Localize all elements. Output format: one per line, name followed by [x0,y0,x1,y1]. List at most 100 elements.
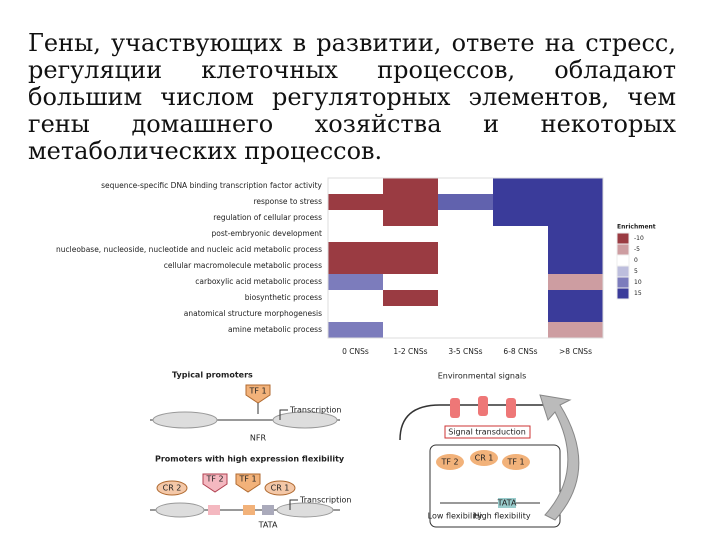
legend-swatch [616,276,630,289]
signal-diagram: Environmental signals Signal transductio… [399,372,580,528]
cell [328,274,383,290]
cell [328,226,383,242]
cell [493,274,548,290]
cell [548,306,603,322]
receptor [478,396,488,416]
cell [548,210,603,226]
legend-label: -10 [634,235,644,242]
cell [493,306,548,322]
site [243,505,255,515]
cell [383,194,438,210]
cell [438,322,493,338]
cell [328,242,383,258]
legend-swatch [616,287,630,300]
heatmap: sequence-specific DNA binding transcript… [56,177,656,356]
label: TF 1 [506,458,524,467]
nucleus [429,444,561,528]
cell [493,242,548,258]
tf [235,473,261,493]
row-label: response to stress [253,197,322,206]
cell [548,322,603,338]
cell [438,258,493,274]
cell [438,274,493,290]
label: Transcription [289,406,341,415]
label: Low flexibility [428,512,483,521]
tf [502,454,530,470]
label: TF 1 [248,387,266,396]
arrow [289,499,298,510]
legend-title: Enrichment [617,224,656,231]
promoter-diagram: Typical promoters TF 1 Transcription NFR… [150,371,351,530]
legend-label: 10 [634,279,642,286]
row-label: carboxylic acid metabolic process [195,277,322,286]
cell [383,242,438,258]
cell [328,210,383,226]
cell [383,226,438,242]
cell [328,194,383,210]
label: TF 2 [440,458,458,467]
arrow [279,409,288,420]
cell [438,178,493,194]
legend-swatch [616,232,630,245]
membrane [399,404,560,441]
row-label: regulation of cellular process [213,213,322,222]
cell [383,178,438,194]
label: Typical promoters [172,371,253,380]
cell [328,258,383,274]
cell [493,194,548,210]
row-label: cellular macromolecule metabolic process [164,261,322,270]
legend-swatch [616,254,630,267]
site [262,505,274,515]
legend-label: -5 [634,246,640,253]
site [498,498,516,508]
cell [438,194,493,210]
cell [328,306,383,322]
label: TF 1 [238,475,256,484]
nucleosome [155,502,205,518]
legend-swatch [616,265,630,278]
cell [548,258,603,274]
cell [548,242,603,258]
label: TATA [497,499,517,508]
cell [328,290,383,306]
box [444,425,531,439]
slide-title: Гены, участвующих в развитии, ответе на … [28,30,676,165]
cell [493,210,548,226]
tf [245,384,271,404]
label: High flexibility [473,512,531,521]
legend-label: 0 [634,257,638,264]
row-label: anatomical structure morphogenesis [184,309,322,318]
label: TATA [258,521,278,530]
site [208,505,220,515]
cell [383,322,438,338]
cell [548,178,603,194]
label: CR 2 [163,484,182,493]
row-label: biosynthetic process [245,293,322,302]
cell [438,242,493,258]
cell [438,226,493,242]
legend-label: 5 [634,268,638,275]
cell [548,274,603,290]
cell [548,290,603,306]
legend-swatch [616,243,630,256]
cr [156,480,188,496]
cell [438,306,493,322]
row-label: amine metabolic process [228,325,322,334]
frame [327,177,604,339]
label: NFR [250,434,267,443]
cell [493,290,548,306]
receptor [506,398,516,418]
feedback-arrow [539,394,580,521]
column-label: 6-8 CNSs [503,347,537,356]
column-label: 1-2 CNSs [393,347,427,356]
cell [383,306,438,322]
label: Environmental signals [438,372,527,381]
cell [438,290,493,306]
cell [383,210,438,226]
column-label: 0 CNSs [342,347,369,356]
cell [328,178,383,194]
label: Transcription [299,496,351,505]
label: CR 1 [475,454,494,463]
cell [438,210,493,226]
